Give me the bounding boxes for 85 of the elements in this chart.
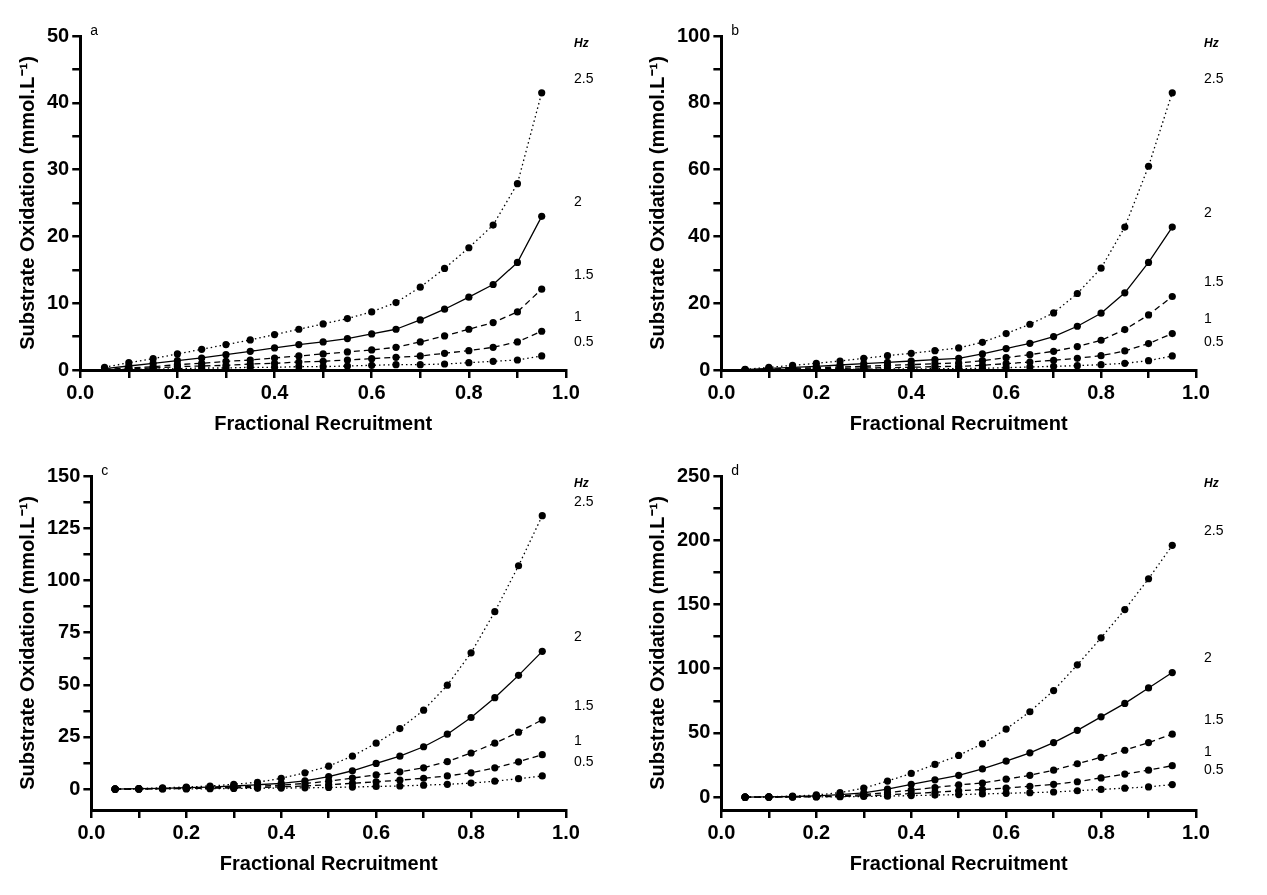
x-tick-label: 0.2 [802,380,831,403]
legend-title: Hz [574,36,589,51]
y-tick-label: 40 [47,90,70,113]
y-tick-label: 50 [688,720,711,743]
x-tick-label: 0.2 [172,820,201,843]
x-tick-label: 0.0 [77,820,106,843]
x-tick-label: 0.8 [454,380,483,403]
x-tick-label: 1.0 [1182,820,1210,843]
x-tick-label: 0.0 [707,380,736,403]
x-axis-title: Fractional Recruitment [849,411,1068,434]
chart-title: c [101,461,109,478]
text: 2.5 [1204,522,1224,539]
text: 0.5 [574,332,594,349]
text: 2 [1204,649,1212,666]
text: 1 [1204,310,1212,327]
y-tick-label: 80 [688,90,711,113]
x-tick-label: 0.4 [267,820,296,843]
text: 1.5 [574,696,594,713]
y-tick-label: 75 [58,620,81,643]
text: 2.5 [574,69,594,86]
x-tick-label: 0.0 [707,820,736,843]
y-tick-label: 125 [46,515,81,538]
y-tick-label: 20 [47,223,70,246]
y-axis-title: Substrate Oxidation (mmol.L⁻¹) [645,56,668,350]
chart-title: d [731,461,740,478]
text: 1 [574,731,582,748]
y-tick-label: 250 [676,463,711,486]
x-tick-label: 0.4 [897,820,926,843]
y-tick-label: 0 [699,357,711,380]
text: 2 [1204,203,1212,220]
text: 2 [574,628,582,645]
y-tick-label: 0 [69,776,81,799]
y-tick-label: 150 [676,591,711,614]
text: 2 [574,193,582,210]
x-tick-label: 0.2 [802,820,831,843]
text: 1.5 [1204,711,1224,728]
chart-title: b [731,21,740,38]
x-tick-label: 0.8 [1087,380,1115,403]
y-tick-label: 0 [58,357,70,380]
y-tick-label: 0 [699,784,711,807]
text: 1 [1204,742,1212,759]
y-tick-label: 60 [688,157,711,180]
y-tick-label: 10 [47,290,70,313]
text: 1.5 [1204,273,1224,290]
y-tick-label: 40 [688,223,711,246]
text: 1 [574,308,582,325]
y-tick-label: 100 [46,567,81,590]
legend-title: Hz [1204,476,1219,491]
x-tick-label: 0.4 [260,380,290,403]
y-tick-label: 100 [676,23,711,46]
text: 0.5 [1204,332,1224,349]
text: 1.5 [574,266,594,283]
y-tick-label: 50 [58,672,81,695]
text: 2.5 [574,492,594,509]
x-axis-title: Fractional Recruitment [214,411,433,434]
x-tick-label: 1.0 [552,380,580,403]
chart-title: a [90,21,99,38]
y-tick-label: 50 [47,23,70,46]
text: 0.5 [1204,761,1224,778]
x-tick-label: 0.6 [992,380,1021,403]
y-tick-label: 200 [676,527,711,550]
y-axis-title: Substrate Oxidation (mmol.L⁻¹) [15,56,38,350]
y-tick-label: 30 [47,157,70,180]
text: 2.5 [1204,69,1224,86]
x-axis-title: Fractional Recruitment [219,851,438,874]
text: 0.5 [574,752,594,769]
x-axis-title: Fractional Recruitment [849,851,1068,874]
y-tick-label: 20 [688,290,711,313]
x-tick-label: 0.6 [357,380,386,403]
x-tick-label: 0.8 [1087,820,1115,843]
x-tick-label: 0.6 [992,820,1021,843]
y-axis-title: Substrate Oxidation (mmol.L⁻¹) [645,496,668,790]
y-axis-title: Substrate Oxidation (mmol.L⁻¹) [15,496,38,790]
x-tick-label: 0.8 [457,820,485,843]
y-tick-label: 150 [46,463,81,486]
x-tick-label: 0.4 [897,380,926,403]
y-tick-label: 25 [58,724,81,747]
x-tick-label: 0.2 [163,380,192,403]
y-tick-label: 100 [676,656,711,679]
x-tick-label: 0.0 [66,380,95,403]
legend-title: Hz [574,476,589,491]
legend-title: Hz [1204,36,1219,51]
x-tick-label: 0.6 [362,820,391,843]
x-tick-label: 1.0 [1182,380,1210,403]
x-tick-label: 1.0 [552,820,580,843]
